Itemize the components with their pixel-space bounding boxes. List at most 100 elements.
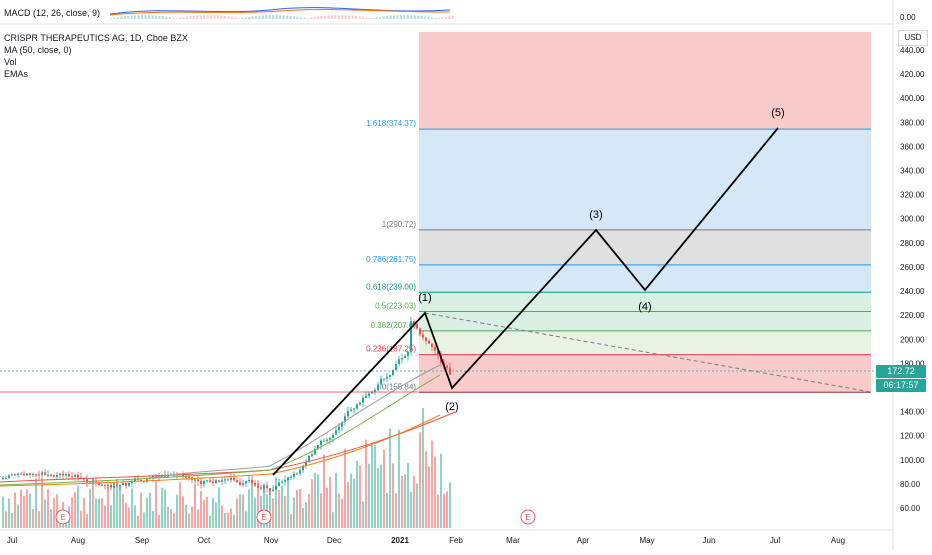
- volume-bar: [197, 509, 199, 528]
- candle-body: [260, 487, 262, 489]
- macd-bar: [116, 17, 120, 19]
- earnings-marker: [55, 509, 71, 525]
- macd-bar: [265, 15, 268, 19]
- macd-bar: [354, 15, 358, 19]
- candle-body: [227, 479, 229, 481]
- macd-bar: [248, 16, 251, 19]
- candle-body: [329, 437, 331, 440]
- ema-gray-line: [149, 364, 441, 479]
- candle-body: [125, 483, 127, 486]
- wave-label: (5): [771, 107, 784, 119]
- volume-bar: [158, 515, 160, 528]
- y-tick-label: 180.00: [900, 359, 925, 368]
- volume-bar: [83, 497, 85, 528]
- candle-body: [221, 480, 223, 482]
- candle-body: [71, 476, 73, 478]
- y-tick-label: 280.00: [900, 239, 925, 248]
- fib-zone-4: [419, 292, 871, 312]
- macd-bar: [130, 15, 133, 19]
- macd-bar: [223, 15, 227, 19]
- macd-bar: [282, 15, 285, 19]
- volume-bar: [5, 511, 7, 528]
- macd-bar: [382, 16, 385, 19]
- volume-bar: [413, 475, 415, 528]
- candle-body: [422, 334, 424, 338]
- candle-body: [293, 473, 295, 477]
- volume-bar: [284, 495, 286, 528]
- candle-body: [230, 477, 232, 480]
- candle-body: [323, 440, 325, 442]
- ma-red-line: [0, 411, 456, 483]
- candle-body: [53, 475, 55, 477]
- candle-body: [140, 479, 142, 482]
- volume-bar: [416, 483, 418, 528]
- candle-body: [353, 408, 355, 410]
- x-tick-label: Aug: [831, 536, 845, 545]
- macd-bar: [348, 15, 351, 19]
- candle-body: [344, 416, 346, 423]
- macd-bar: [444, 16, 447, 19]
- x-tick-label: Jul: [770, 536, 780, 545]
- volume-bar: [29, 493, 31, 528]
- macd-bar: [330, 15, 333, 19]
- volume-bar: [200, 491, 202, 528]
- macd-bar: [251, 16, 254, 19]
- volume-bar: [128, 507, 130, 528]
- volume-bar: [296, 489, 298, 528]
- macd-bar: [272, 15, 275, 19]
- macd-bar: [417, 15, 420, 19]
- volume-bar: [89, 488, 91, 528]
- fib-label: 1(290.72): [382, 220, 417, 229]
- candle-body: [380, 378, 382, 385]
- candle-body: [134, 478, 136, 482]
- volume-bar: [35, 478, 37, 528]
- volume-bar: [47, 489, 49, 528]
- candle-body: [317, 444, 319, 449]
- candle-body: [389, 374, 391, 377]
- trend-line: [424, 312, 872, 393]
- x-tick-label: Mar: [506, 536, 520, 545]
- ma-legend[interactable]: MA (50, close, 0): [4, 45, 72, 55]
- macd-bar: [216, 15, 220, 19]
- y-tick-label: 100.00: [900, 456, 925, 465]
- volume-bar: [44, 499, 46, 528]
- candle-body: [248, 479, 250, 482]
- macd-bar: [320, 15, 323, 19]
- volume-bar: [332, 512, 334, 528]
- volume-bar: [308, 493, 310, 528]
- macd-bar: [254, 16, 258, 19]
- macd-legend[interactable]: MACD (12, 26, close, 9): [4, 8, 101, 18]
- volume-bar: [242, 494, 244, 528]
- macd-bar: [285, 15, 289, 19]
- volume-bar: [419, 432, 421, 528]
- macd-bar: [210, 15, 213, 19]
- volume-bar: [155, 480, 157, 528]
- volume-bar: [170, 509, 172, 528]
- macd-bar: [437, 17, 440, 19]
- volume-bar: [347, 481, 349, 528]
- macd-bar: [406, 15, 409, 19]
- candle-body: [44, 472, 46, 475]
- x-tick-label: Jul: [7, 536, 17, 545]
- volume-bar: [407, 463, 409, 528]
- emas-legend[interactable]: EMAs: [4, 69, 29, 79]
- macd-bar: [410, 15, 413, 19]
- x-tick-label: Nov: [264, 536, 278, 545]
- candle-body: [41, 472, 43, 475]
- candle-body: [446, 365, 448, 368]
- macd-bar: [154, 15, 158, 19]
- volume-bar: [185, 504, 187, 528]
- macd-bar: [165, 16, 168, 19]
- currency-button[interactable]: USD: [898, 30, 928, 46]
- y-tick-label: 220.00: [900, 311, 925, 320]
- candle-body: [368, 393, 370, 396]
- volume-bar: [92, 477, 94, 528]
- volume-bar: [119, 486, 121, 528]
- candle-body: [212, 481, 214, 484]
- macd-bar: [261, 15, 264, 19]
- candle-body: [200, 481, 202, 485]
- vol-legend[interactable]: Vol: [4, 57, 17, 67]
- y-tick-label: 320.00: [900, 191, 925, 200]
